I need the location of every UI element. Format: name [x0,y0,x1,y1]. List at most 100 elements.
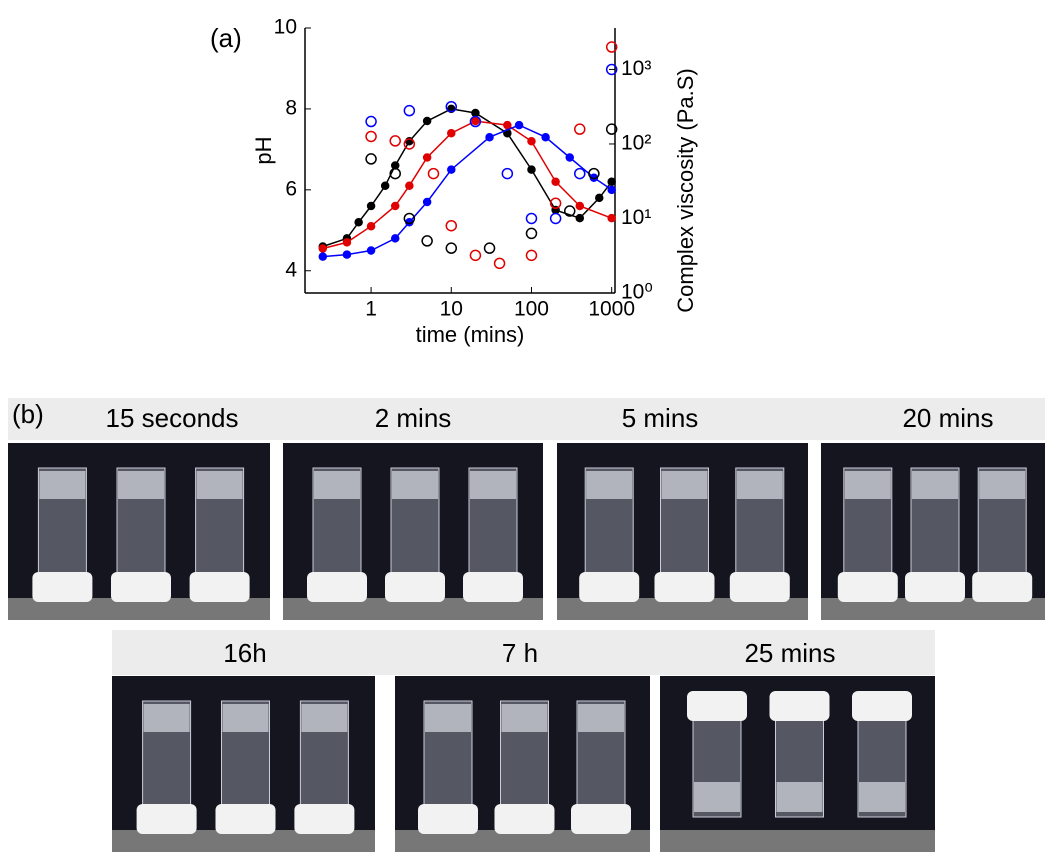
data-point [607,177,616,186]
vial-content [586,471,633,499]
y-tick-label: 6 [285,177,297,200]
data-point [422,153,432,162]
photo-shelf [395,830,650,852]
data-point [605,123,618,135]
photo-shelf [283,598,543,620]
data-point [549,197,562,210]
data-point [389,167,401,180]
data-point [366,221,376,231]
vial-content [143,704,190,732]
data-point [365,115,377,128]
x-tick-label: 100 [514,298,549,321]
vial-cap [136,804,197,834]
data-point [365,130,377,143]
header-band [8,398,1045,440]
vial-cap [729,572,790,602]
data-point [445,100,458,113]
vial-cap [687,691,747,721]
x-tick-label: 1000 [588,298,635,321]
data-point [514,120,524,130]
photo-label: 7 h [502,638,538,668]
data-point [366,246,376,255]
data-point [588,167,600,180]
x-axis-label: time (mins) [416,322,525,347]
data-point [525,249,538,262]
data-point [485,132,494,142]
data-point [389,135,401,147]
data-point [563,205,576,217]
data-point [447,128,456,138]
vial-content [844,471,891,499]
data-point [549,212,562,225]
vial-cap [385,572,445,602]
data-point [527,165,536,174]
y2-tick-label: 10⁰ [621,281,653,304]
vial-content [694,782,740,812]
photo-shelf [8,598,270,620]
vial-cap [494,804,555,834]
data-point [354,217,363,227]
data-point [445,242,458,254]
y-tick-label: 4 [285,258,297,281]
vial-content [425,704,471,732]
data-point [551,177,560,186]
data-point [366,201,376,211]
photo-label: 16h [223,638,266,668]
data-point [421,235,433,247]
photo-label: 20 mins [902,403,993,433]
photo [557,443,808,620]
vial-content [314,471,360,499]
photo-label: 15 seconds [106,403,239,433]
vial-content [661,471,708,499]
vial-content [501,704,548,732]
series-line [322,108,613,248]
y2-tick-label: 10¹ [621,206,651,229]
y2-tick-label: 10² [621,132,651,155]
vial-content [912,471,958,499]
vial-cap [579,572,640,602]
data-point [469,249,482,262]
data-point [380,181,390,191]
y-axis-label: pH [251,136,276,164]
vial-cap [837,572,898,602]
vial-content [578,704,624,732]
vial-content [39,471,86,499]
data-point [445,219,458,232]
data-point [565,153,574,162]
vial-cap [111,572,171,602]
data-point [403,212,416,225]
data-point [342,250,352,259]
data-point [607,213,616,223]
data-point [525,227,538,240]
photo [283,443,543,620]
vial-content [118,471,164,499]
series-line [322,120,612,250]
photo [395,676,650,852]
data-point [493,257,506,270]
vial-cap [307,572,367,602]
data-point [427,167,440,180]
x-tick-label: 1 [365,298,377,321]
photo-shelf [557,598,808,620]
data-point [318,244,328,253]
data-point [574,167,586,180]
data-point [503,120,512,130]
vial-content [222,704,269,732]
photo-shelf [821,598,1045,620]
x-tick-label: 10 [440,298,463,321]
photo-label: 2 mins [375,403,452,433]
vial-cap [215,804,276,834]
data-point [403,104,416,117]
data-point [447,165,456,174]
data-point [541,132,550,142]
data-point [605,41,618,53]
y2-axis-label: Complex viscosity (Pa.S) [673,68,698,313]
vial-cap [769,691,830,721]
vial-content [859,782,905,812]
vial-cap [418,804,478,834]
data-point [403,138,416,150]
header-band [112,630,935,675]
photo [660,676,935,852]
y-tick-label: 10 [274,16,297,39]
